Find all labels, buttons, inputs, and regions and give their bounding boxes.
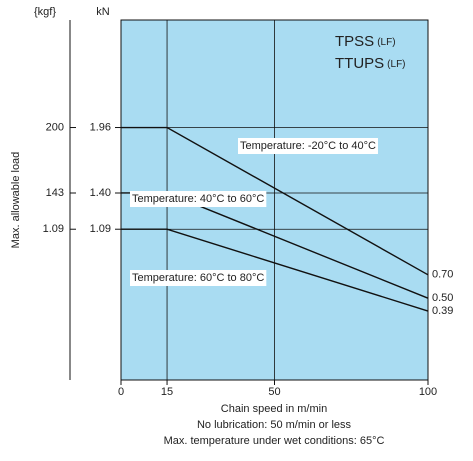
- x-tick-label: 50: [268, 386, 280, 398]
- series-label-bg: [130, 270, 267, 286]
- product-name: TTUPS: [335, 55, 384, 72]
- data-label: 0.70: [432, 269, 453, 281]
- y2-tick-label: 200: [46, 121, 64, 133]
- y-tick-label: 1.96: [90, 121, 111, 133]
- y2-tick-label: 143: [46, 187, 64, 199]
- product-suffix: (LF): [377, 37, 395, 48]
- x-tick-label: 15: [161, 386, 173, 398]
- series-label: Temperature: -20°C to 40°C: [240, 140, 376, 152]
- x-tick-label: 0: [118, 386, 124, 398]
- y-tick-label: 1.40: [90, 187, 111, 199]
- data-label: 0.39: [432, 305, 453, 317]
- note: No lubrication: 50 m/min or less: [197, 419, 352, 431]
- series-line: [121, 126, 429, 276]
- series-line: [121, 228, 429, 312]
- x-axis-label: Chain speed in m/min: [221, 403, 327, 415]
- data-label: 0.50: [432, 292, 453, 304]
- series-label: Temperature: 60°C to 80°C: [132, 272, 264, 284]
- product-label: TTUPS (LF): [335, 55, 406, 72]
- y-axis-label: Max. allowable load: [10, 152, 22, 249]
- product-name: TPSS: [335, 33, 374, 50]
- y2-tick-label: 1.09: [43, 223, 64, 235]
- x-tick-label: 100: [419, 386, 437, 398]
- product-label: TPSS (LF): [335, 33, 396, 50]
- series-label-bg: [130, 191, 267, 207]
- series-label: Temperature: 40°C to 60°C: [132, 193, 264, 205]
- product-suffix: (LF): [387, 59, 405, 70]
- y2-unit: {kgf}: [34, 6, 56, 18]
- y-tick-label: 1.09: [90, 223, 111, 235]
- note: Max. temperature under wet conditions: 6…: [164, 435, 385, 447]
- y-unit: kN: [96, 6, 110, 18]
- series-label-bg: [238, 138, 378, 154]
